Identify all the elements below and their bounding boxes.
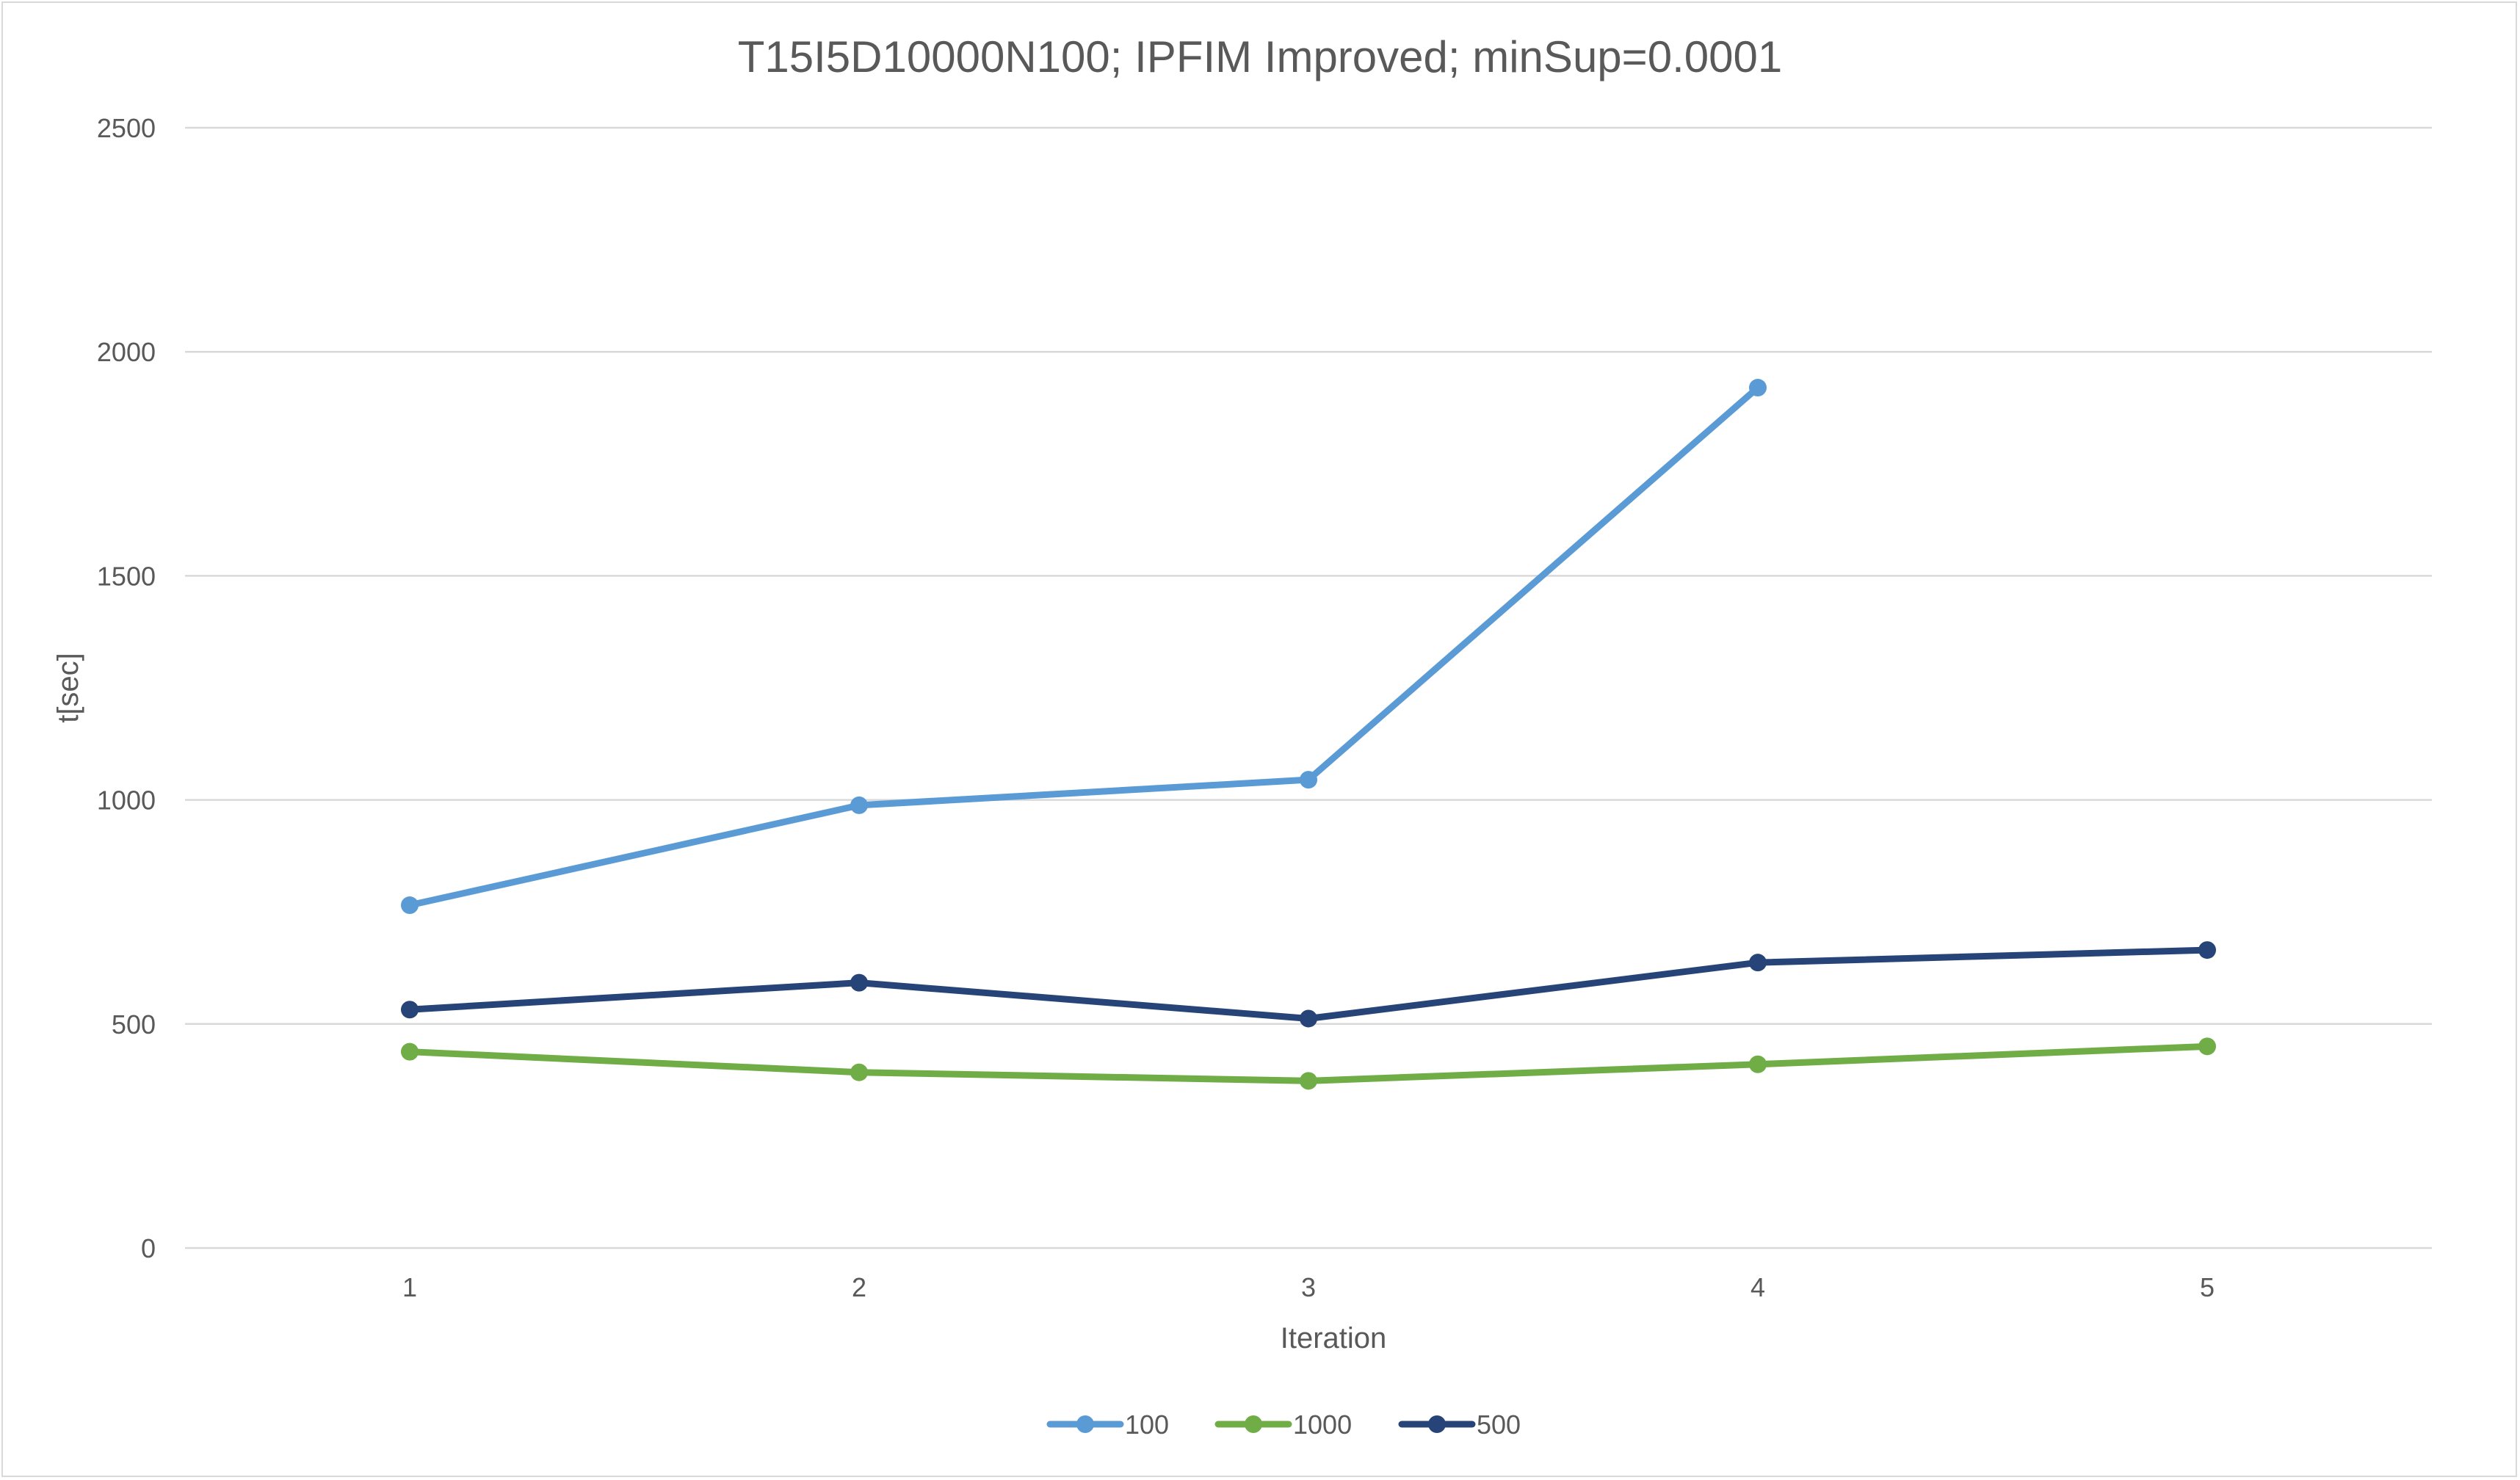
x-axis-ticks: 1 2 3 4 5 xyxy=(402,1272,2215,1302)
y-axis-ticks: 0 500 1000 1500 2000 2500 xyxy=(97,113,156,1263)
chart-title: T15I5D10000N100; IPFIM Improved; minSup=… xyxy=(738,32,1782,81)
data-point xyxy=(850,973,868,992)
legend-label: 1000 xyxy=(1293,1410,1352,1440)
y-tick-label: 2000 xyxy=(97,337,156,367)
y-tick-label: 1000 xyxy=(97,786,156,816)
x-tick-label: 2 xyxy=(852,1272,866,1302)
data-point xyxy=(1300,771,1317,789)
data-point xyxy=(1749,954,1767,972)
y-axis-title: t[sec] xyxy=(52,653,84,723)
data-point xyxy=(2198,1037,2216,1056)
legend-item: 100 xyxy=(1046,1410,1169,1440)
legend-item: 1000 xyxy=(1214,1410,1352,1440)
legend-swatch-marker xyxy=(1428,1415,1446,1433)
legend: 100 1000 500 xyxy=(1046,1410,1521,1440)
legend-swatch-marker xyxy=(1076,1415,1094,1433)
data-point xyxy=(401,1001,419,1019)
x-tick-label: 5 xyxy=(2200,1272,2215,1302)
series-line xyxy=(406,946,2211,1022)
legend-label: 500 xyxy=(1477,1410,1521,1440)
legend-label: 100 xyxy=(1125,1410,1169,1440)
data-point xyxy=(1300,1072,1317,1090)
legend-item: 500 xyxy=(1398,1410,1521,1440)
data-point xyxy=(401,1042,419,1061)
gridlines xyxy=(185,126,2432,1249)
data-point xyxy=(2198,941,2216,960)
y-tick-label: 2500 xyxy=(97,113,156,143)
x-tick-label: 1 xyxy=(402,1272,417,1302)
data-point xyxy=(1300,1009,1317,1028)
x-tick-label: 3 xyxy=(1301,1272,1316,1302)
legend-swatch-marker xyxy=(1245,1415,1262,1433)
series-500 xyxy=(401,941,2216,1028)
y-tick-label: 1500 xyxy=(97,561,156,591)
x-axis-title: Iteration xyxy=(1281,1322,1387,1354)
data-point xyxy=(1749,379,1767,397)
data-point xyxy=(401,896,419,915)
y-tick-label: 0 xyxy=(141,1233,156,1263)
y-tick-label: 500 xyxy=(112,1009,156,1040)
series-layer xyxy=(401,379,2216,1090)
data-point xyxy=(850,796,868,814)
x-tick-label: 4 xyxy=(1750,1272,1765,1302)
series-1000 xyxy=(401,1037,2216,1090)
series-line xyxy=(406,384,1762,909)
data-point xyxy=(850,1063,868,1081)
data-point xyxy=(1749,1055,1767,1073)
series-100 xyxy=(401,379,1767,915)
